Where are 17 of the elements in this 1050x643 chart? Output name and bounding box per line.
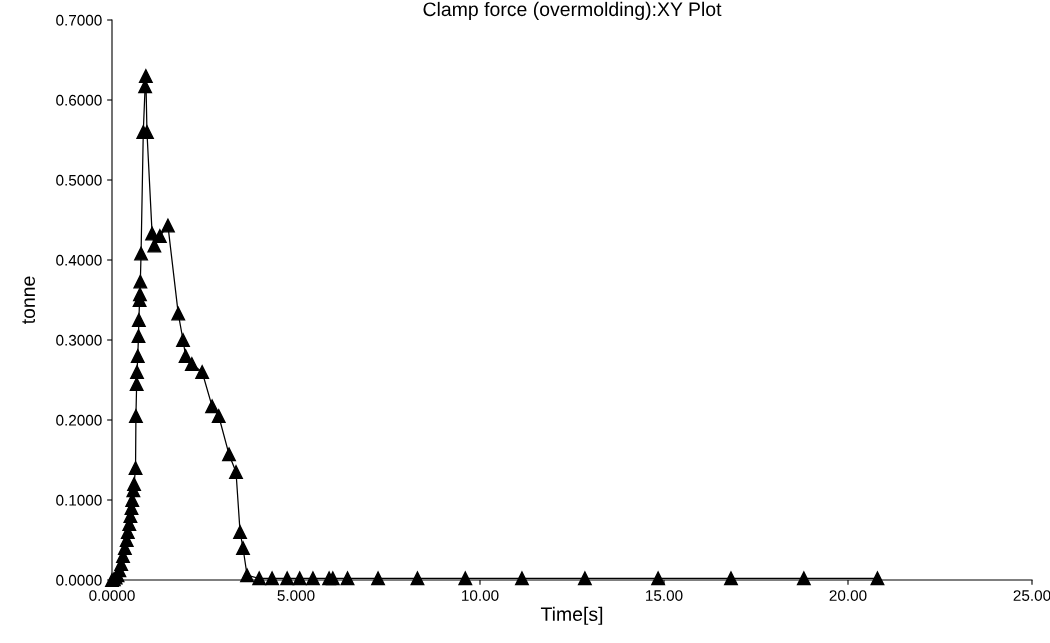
x-tick-label: 25.00 <box>1013 590 1050 601</box>
y-tick-label: 0.3000 <box>56 334 102 346</box>
x-tick-label: 20.00 <box>829 590 867 601</box>
x-tick-label: 5.000 <box>277 590 315 601</box>
y-tick-label: 0.6000 <box>56 94 102 106</box>
chart-title: Clamp force (overmolding):XY Plot <box>423 1 722 20</box>
x-tick-label: 10.00 <box>462 590 499 601</box>
x-axis-title: Time[s] <box>540 606 603 625</box>
y-tick-label: 0.4000 <box>56 254 102 266</box>
y-tick-label: 0.7000 <box>56 14 102 26</box>
y-tick-label: 0.5000 <box>56 174 102 186</box>
y-tick-label: 0.0000 <box>56 574 102 586</box>
y-axis-title: tonne <box>22 276 36 325</box>
x-tick-label: 0.0000 <box>89 590 135 601</box>
y-tick-label: 0.1000 <box>56 494 102 506</box>
x-tick-label: 15.00 <box>646 590 683 601</box>
y-tick-label: 0.2000 <box>56 414 102 426</box>
